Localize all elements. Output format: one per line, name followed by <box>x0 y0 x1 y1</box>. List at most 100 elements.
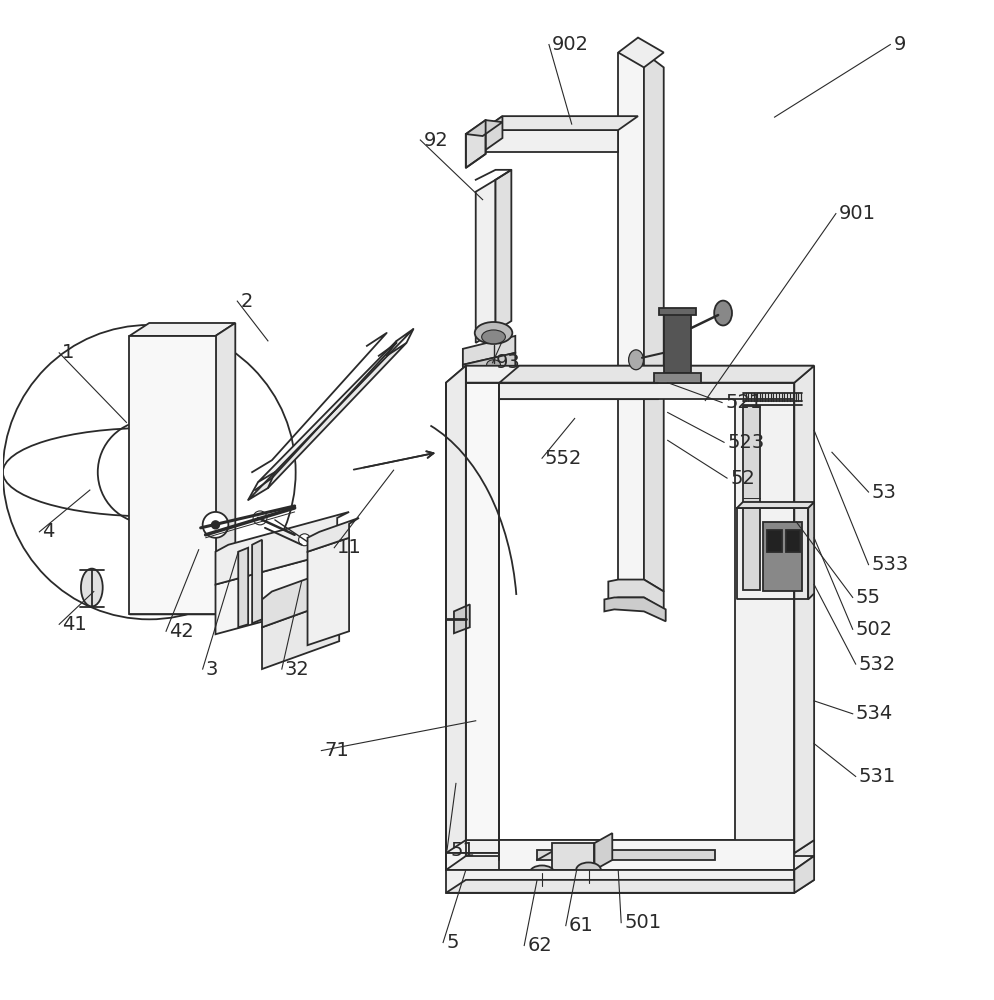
Text: 521: 521 <box>725 393 761 412</box>
Ellipse shape <box>481 330 505 344</box>
Text: 9: 9 <box>893 35 905 54</box>
Polygon shape <box>793 840 813 870</box>
Polygon shape <box>737 502 813 508</box>
Text: 32: 32 <box>284 660 309 679</box>
Text: 901: 901 <box>838 204 875 223</box>
Circle shape <box>139 462 159 482</box>
Polygon shape <box>499 840 793 870</box>
Text: 552: 552 <box>545 449 581 468</box>
Text: 4: 4 <box>43 522 55 541</box>
Polygon shape <box>607 580 663 609</box>
Polygon shape <box>462 336 515 365</box>
Polygon shape <box>735 383 793 853</box>
Polygon shape <box>482 116 637 130</box>
Text: 92: 92 <box>422 131 447 150</box>
Polygon shape <box>643 52 663 591</box>
Polygon shape <box>617 52 643 580</box>
Circle shape <box>298 534 310 546</box>
Text: 53: 53 <box>871 483 896 502</box>
Ellipse shape <box>576 862 600 877</box>
Polygon shape <box>445 366 813 383</box>
Text: 42: 42 <box>169 622 194 641</box>
Polygon shape <box>765 530 781 552</box>
Polygon shape <box>445 853 793 870</box>
Text: 61: 61 <box>569 916 592 935</box>
Polygon shape <box>216 512 349 585</box>
Polygon shape <box>593 833 611 870</box>
Polygon shape <box>307 538 349 645</box>
Polygon shape <box>482 130 617 152</box>
Ellipse shape <box>714 301 732 325</box>
Ellipse shape <box>573 877 603 889</box>
Polygon shape <box>743 406 759 589</box>
Text: 523: 523 <box>727 433 763 452</box>
Polygon shape <box>238 548 248 627</box>
Polygon shape <box>248 343 407 500</box>
Polygon shape <box>793 856 813 893</box>
Polygon shape <box>762 522 801 591</box>
Polygon shape <box>617 38 663 67</box>
Polygon shape <box>482 116 502 152</box>
Text: 41: 41 <box>62 615 86 634</box>
Polygon shape <box>793 366 813 853</box>
Text: 62: 62 <box>527 936 552 955</box>
Ellipse shape <box>81 569 102 606</box>
Polygon shape <box>445 383 499 853</box>
Text: 902: 902 <box>552 35 588 54</box>
Text: 93: 93 <box>495 353 520 372</box>
Polygon shape <box>537 850 715 860</box>
Polygon shape <box>495 170 511 331</box>
Polygon shape <box>445 880 813 893</box>
Polygon shape <box>129 323 235 336</box>
Polygon shape <box>499 383 793 399</box>
Polygon shape <box>453 604 469 633</box>
Text: 532: 532 <box>858 655 895 674</box>
Polygon shape <box>465 120 485 168</box>
Polygon shape <box>465 120 502 136</box>
Ellipse shape <box>486 360 500 370</box>
Polygon shape <box>663 313 691 373</box>
Text: 533: 533 <box>871 555 908 574</box>
Text: 534: 534 <box>855 704 892 723</box>
Polygon shape <box>445 856 813 870</box>
Circle shape <box>212 521 220 529</box>
Ellipse shape <box>474 322 512 344</box>
Polygon shape <box>807 502 813 599</box>
Polygon shape <box>603 597 665 621</box>
Polygon shape <box>658 308 696 315</box>
Polygon shape <box>216 552 337 634</box>
Text: 71: 71 <box>324 741 349 760</box>
Polygon shape <box>129 601 235 614</box>
Text: 52: 52 <box>730 469 754 488</box>
Text: 2: 2 <box>240 292 252 311</box>
Polygon shape <box>307 518 359 552</box>
Polygon shape <box>785 530 799 552</box>
Text: 55: 55 <box>855 588 880 607</box>
Text: 501: 501 <box>623 913 661 932</box>
Polygon shape <box>499 366 813 383</box>
Polygon shape <box>129 336 216 614</box>
Ellipse shape <box>526 880 558 892</box>
Polygon shape <box>257 329 413 482</box>
Polygon shape <box>445 366 465 860</box>
Polygon shape <box>216 323 235 614</box>
Text: 5: 5 <box>445 933 458 952</box>
Ellipse shape <box>628 350 643 370</box>
Circle shape <box>153 470 161 478</box>
Circle shape <box>203 512 229 538</box>
Polygon shape <box>445 840 813 853</box>
Text: 1: 1 <box>62 343 75 362</box>
Text: 531: 531 <box>858 767 895 786</box>
Polygon shape <box>653 373 701 383</box>
Circle shape <box>252 511 266 525</box>
Polygon shape <box>475 180 495 343</box>
Text: 11: 11 <box>337 538 362 557</box>
Ellipse shape <box>529 865 554 880</box>
Polygon shape <box>261 564 349 627</box>
Polygon shape <box>462 353 515 378</box>
Text: 51: 51 <box>449 841 474 860</box>
Polygon shape <box>552 843 593 870</box>
Polygon shape <box>251 540 261 623</box>
Polygon shape <box>445 870 793 893</box>
Text: 502: 502 <box>855 620 892 639</box>
